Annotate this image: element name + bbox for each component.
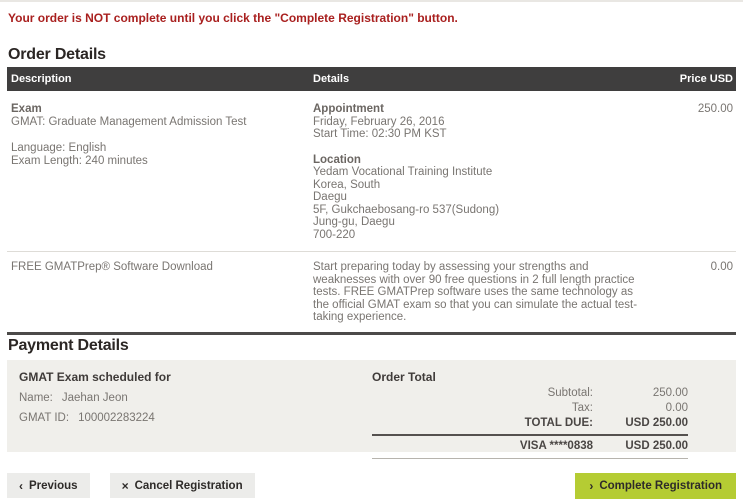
- warning-message: Your order is NOT complete until you cli…: [8, 11, 458, 25]
- payment-details-title: Payment Details: [8, 336, 129, 354]
- exam-description-cell: Exam GMAT: Graduate Management Admission…: [7, 103, 313, 241]
- location-line: 700-220: [313, 228, 356, 241]
- appointment-date: Friday, February 26, 2016: [313, 115, 445, 128]
- x-icon: ×: [121, 478, 129, 493]
- appointment-label: Appointment: [313, 103, 384, 115]
- exam-label: Exam: [11, 103, 42, 115]
- exam-details-cell: Appointment Friday, February 26, 2016 St…: [313, 103, 643, 241]
- complete-registration-label: Complete Registration: [599, 479, 722, 492]
- scheduled-for-title: GMAT Exam scheduled for: [19, 369, 171, 384]
- location-line: 5F, Gukchaebosang-ro 537(Sudong): [313, 203, 500, 216]
- name-row: Name: Jaehan Jeon: [19, 392, 372, 404]
- location-line: Yedam Vocational Training Institute: [313, 166, 493, 178]
- order-total-block: Order Total Subtotal: 250.00 Tax: 0.00 T…: [372, 369, 688, 459]
- order-summary-page: Your order is NOT complete until you cli…: [0, 11, 743, 499]
- chevron-left-icon: ‹: [19, 478, 23, 493]
- chevron-right-icon: ›: [589, 478, 594, 493]
- visa-card-label: VISA ****0838: [519, 439, 593, 452]
- order-details-table: Description Details Price USD Exam GMAT:…: [7, 67, 736, 327]
- appointment-start-time: Start Time: 02:30 PM KST: [313, 128, 447, 140]
- footer-left-actions: ‹ Previous × Cancel Registration: [7, 473, 255, 498]
- table-row-gmatprep: FREE GMATPrep® Software Download Start p…: [7, 252, 736, 327]
- subtotal-row: Subtotal: 250.00: [372, 386, 688, 401]
- visa-amount-value: USD 250.00: [625, 439, 688, 452]
- tax-row: Tax: 0.00: [372, 401, 688, 416]
- tax-label: Tax:: [571, 401, 593, 414]
- complete-registration-button[interactable]: › Complete Registration: [575, 472, 736, 499]
- exam-length: Exam Length: 240 minutes: [11, 154, 148, 167]
- order-total-title: Order Total: [372, 369, 436, 384]
- total-due-row: TOTAL DUE: USD 250.00: [372, 416, 688, 436]
- scheduled-for-block: GMAT Exam scheduled for Name: Jaehan Jeon…: [13, 370, 372, 440]
- order-details-title: Order Details: [8, 46, 106, 63]
- total-due-value: USD 250.00: [625, 416, 688, 429]
- column-header-details: Details: [313, 73, 350, 85]
- subtotal-value: 250.00: [652, 386, 688, 399]
- previous-button-label: Previous: [29, 479, 78, 492]
- visa-payment-row: VISA ****0838 USD 250.00: [372, 436, 688, 459]
- gmat-id-row: GMAT ID: 100002283224: [19, 412, 372, 424]
- gmat-id-value: 100002283224: [78, 411, 155, 424]
- payment-details-panel: GMAT Exam scheduled for Name: Jaehan Jeon…: [7, 359, 736, 459]
- tax-value: 0.00: [665, 401, 688, 414]
- exam-name: GMAT: Graduate Management Admission Test: [11, 115, 247, 128]
- cancel-registration-label: Cancel Registration: [134, 479, 243, 492]
- gmatprep-price: 0.00: [710, 261, 733, 273]
- location-line: Jung-gu, Daegu: [313, 216, 395, 228]
- gmat-id-label: GMAT ID:: [19, 411, 70, 424]
- total-due-label: TOTAL DUE:: [524, 416, 593, 429]
- gmatprep-details: Start preparing today by assessing your …: [313, 261, 638, 323]
- table-row-exam: Exam GMAT: Graduate Management Admission…: [7, 91, 736, 252]
- previous-button[interactable]: ‹ Previous: [7, 473, 90, 498]
- cancel-registration-button[interactable]: × Cancel Registration: [109, 473, 255, 498]
- gmatprep-description: FREE GMATPrep® Software Download: [11, 261, 213, 273]
- exam-language: Language: English: [11, 142, 107, 154]
- name-value: Jaehan Jeon: [61, 391, 128, 404]
- subtotal-label: Subtotal:: [547, 386, 593, 399]
- footer-actions: ‹ Previous × Cancel Registration › Compl…: [7, 472, 736, 499]
- name-label: Name:: [19, 391, 53, 404]
- location-line: Daegu: [313, 191, 347, 203]
- location-line: Korea, South: [313, 178, 381, 191]
- column-header-description: Description: [11, 73, 72, 85]
- exam-price: 250.00: [697, 103, 733, 115]
- location-label: Location: [313, 153, 361, 166]
- column-header-price: Price USD: [679, 73, 733, 85]
- section-divider: [7, 331, 736, 335]
- table-header-row: Description Details Price USD: [7, 67, 736, 91]
